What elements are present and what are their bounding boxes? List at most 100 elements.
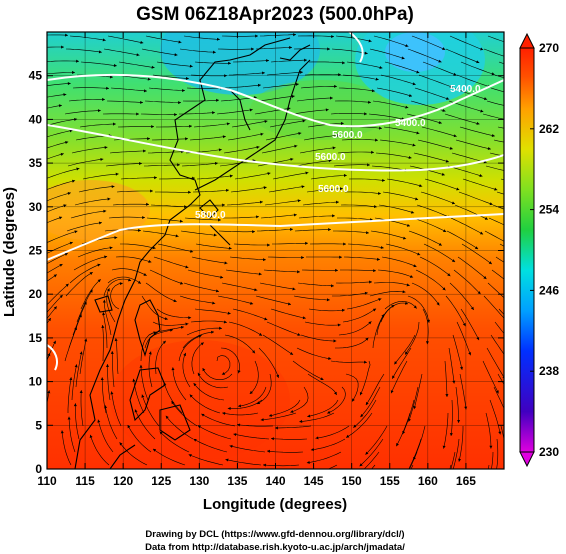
streamline-arrow (259, 200, 263, 204)
streamline (456, 321, 471, 356)
streamline (298, 215, 335, 219)
streamline-arrow (59, 264, 63, 267)
streamline-arrow (147, 77, 151, 81)
streamline (340, 269, 377, 272)
x-tick-label: 115 (75, 474, 95, 488)
streamline-arrow (180, 325, 184, 329)
x-tick-label: 160 (418, 474, 438, 488)
streamline-arrow (89, 272, 93, 275)
streamline (119, 442, 148, 466)
streamline-arrow (165, 415, 169, 419)
streamline-arrow (83, 301, 87, 305)
streamline (406, 113, 442, 124)
streamline (415, 269, 446, 291)
streamline (487, 35, 504, 43)
streamline (292, 360, 324, 381)
streamline (373, 35, 409, 47)
streamline (292, 109, 329, 115)
x-tick-label: 135 (227, 474, 247, 488)
streamline-arrow (139, 364, 143, 368)
streamline-arrow (47, 390, 51, 394)
streamline (141, 48, 178, 56)
y-tick-label: 45 (29, 69, 43, 83)
streamline-arrow (377, 191, 381, 195)
streamline (491, 451, 494, 469)
streamline-arrow (136, 53, 140, 57)
streamline-arrow (275, 426, 278, 430)
streamline-arrow (271, 437, 274, 441)
streamline-arrow (412, 82, 416, 86)
streamline (338, 321, 372, 336)
streamline-arrow (249, 301, 254, 305)
streamline (353, 399, 377, 428)
contour-label: 5400.0 (450, 84, 481, 95)
streamline-arrow (228, 61, 231, 65)
streamline-arrow (72, 70, 75, 74)
streamline (304, 321, 341, 326)
streamline (385, 243, 421, 256)
streamline-arrow (114, 338, 118, 342)
streamline (249, 360, 259, 395)
streamline (445, 295, 466, 327)
y-tick-label: 40 (29, 112, 43, 126)
streamline-arrow (343, 242, 346, 246)
y-axis-label: Latitude (degrees) (1, 187, 18, 317)
streamline (269, 120, 306, 128)
streamline-arrow (132, 378, 136, 382)
streamline (363, 451, 380, 469)
streamline (303, 135, 340, 141)
streamline-arrow (329, 96, 333, 100)
streamline-arrow (224, 74, 227, 78)
streamline-arrow (294, 144, 298, 148)
streamline (482, 360, 499, 394)
streamline (80, 278, 101, 310)
streamline (264, 200, 301, 206)
streamline-arrow (229, 444, 233, 448)
streamline-arrow (327, 410, 331, 414)
streamline-arrow (216, 98, 219, 102)
streamline (372, 314, 385, 349)
streamline (260, 412, 297, 421)
streamline (444, 113, 480, 125)
streamline (270, 438, 308, 440)
streamline (47, 241, 73, 254)
streamline (335, 337, 369, 349)
streamline-arrow (307, 414, 311, 418)
streamline (360, 386, 381, 418)
streamline (455, 139, 491, 150)
streamline-arrow (221, 372, 226, 375)
streamline-arrow (89, 289, 93, 293)
streamline-arrow (328, 159, 332, 163)
streamline-arrow (425, 341, 430, 345)
streamline-arrow (251, 47, 254, 51)
streamline (197, 372, 229, 389)
streamline (369, 48, 405, 60)
y-tick-label: 20 (29, 287, 43, 301)
streamline-arrow (212, 50, 216, 54)
streamline-arrow (178, 100, 181, 105)
streamline (67, 158, 104, 167)
chart-title: GSM 06Z18Apr2023 (500.0hPa) (136, 4, 414, 25)
streamline (181, 162, 218, 167)
streamline-arrow (137, 280, 141, 284)
streamline (374, 217, 411, 227)
streamline (152, 321, 189, 326)
streamline-arrow (138, 228, 141, 232)
streamline-arrow (442, 445, 446, 449)
streamline (456, 74, 491, 88)
streamline-arrow (174, 113, 177, 117)
streamline (417, 139, 453, 150)
streamline-arrow (375, 138, 378, 142)
streamline-arrow (378, 298, 382, 302)
streamline (140, 331, 157, 362)
streamline (225, 269, 262, 275)
streamline-arrow (110, 391, 114, 395)
streamline-arrow (404, 301, 409, 305)
streamline-arrow (212, 111, 215, 115)
streamline (190, 74, 228, 77)
streamline (486, 100, 504, 106)
streamline (47, 253, 68, 265)
streamline (157, 243, 194, 253)
streamline-arrow (451, 471, 454, 474)
streamline (145, 35, 182, 43)
